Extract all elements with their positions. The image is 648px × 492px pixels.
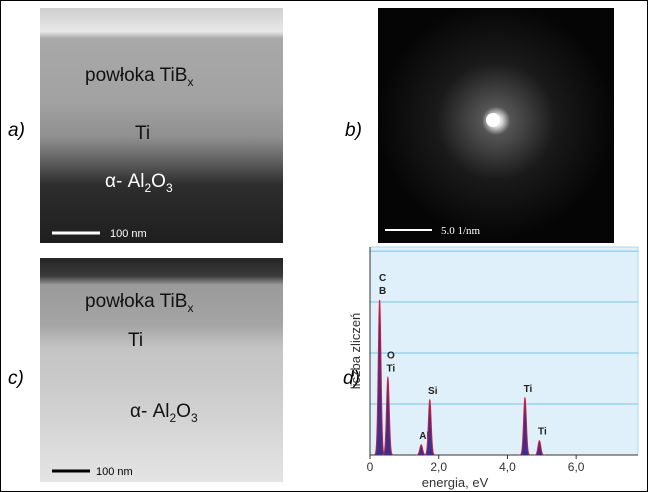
text: 3: [191, 411, 198, 425]
y-axis-label: liczba zliczeń: [348, 313, 363, 390]
panel-label: c): [8, 368, 24, 389]
peak-label: Al: [419, 431, 429, 442]
peak-label: C: [379, 273, 386, 284]
layer-label: α- Al2O3: [105, 171, 173, 195]
panel-label: b): [345, 120, 362, 141]
text: powłoka TiB: [85, 65, 187, 86]
panel-label: d): [343, 368, 360, 389]
scale-label: 5.0 1/nm: [441, 225, 481, 237]
peak-label: Si: [428, 386, 438, 397]
panel-label: a): [8, 120, 25, 141]
text: α- Al: [130, 401, 169, 422]
micrograph-a: [40, 8, 283, 243]
peak-label: Ti: [524, 384, 533, 395]
layer-label: Ti: [128, 330, 143, 351]
scale-label: 100 nm: [96, 466, 133, 478]
text: x: [187, 75, 193, 89]
peak-label: Ti: [387, 364, 396, 375]
scale-label: 100 nm: [110, 228, 147, 240]
text: 2: [144, 181, 151, 195]
central-spot: [486, 113, 500, 127]
layer-label: powłoka TiBx: [85, 291, 193, 315]
x-tick-label: 4,0: [499, 460, 516, 474]
layer-label: α- Al2O3: [130, 401, 198, 425]
peak-label: B: [379, 286, 386, 297]
peak-label: Ti: [538, 427, 547, 438]
layer-label: Ti: [135, 123, 150, 144]
peak: [382, 375, 394, 456]
x-tick-label: 6,0: [568, 460, 585, 474]
peak: [519, 396, 531, 456]
micrograph-c: [40, 258, 283, 482]
text: O: [151, 171, 166, 192]
text: powłoka TiB: [85, 291, 187, 312]
spectrum-chart: 0 2,0 4,0 6,0 energia, eV liczba zliczeń CB O Ti…: [348, 246, 639, 490]
layer-label: powłoka TiBx: [85, 65, 193, 89]
peak: [424, 398, 436, 456]
x-tick-label: 0: [367, 460, 374, 474]
text: α- Al: [105, 171, 144, 192]
text: O: [176, 401, 191, 422]
peak-label: O: [387, 351, 395, 362]
text: 3: [166, 181, 173, 195]
plot-area: [369, 246, 639, 456]
text: x: [187, 301, 193, 315]
text: 2: [169, 411, 176, 425]
peak: [533, 440, 545, 456]
x-tick-label: 2,0: [430, 460, 447, 474]
x-axis-label: energia, eV: [422, 475, 489, 490]
peak: [374, 299, 386, 456]
